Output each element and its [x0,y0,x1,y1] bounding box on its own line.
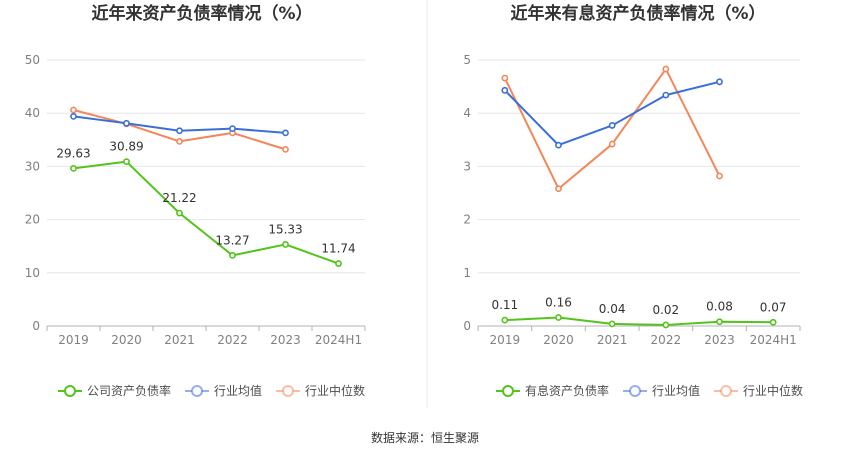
legend: 有息资产负债率 行业均值 行业中位数 [496,383,803,398]
y-tick-label: 30 [25,159,40,173]
y-tick-label: 10 [25,266,40,280]
legend-item-label: 行业中位数 [743,383,803,398]
chart-right: 近年来有息资产负债率情况（%） 0 1 2 3 4 5 2019 2020 2021 2022 202… [463,3,803,398]
x-tick-label: 2020 [543,333,574,347]
legend-item-label: 行业均值 [652,383,700,398]
data-label: 21.22 [162,191,196,205]
y-tick-label: 2 [463,213,471,227]
data-point [282,145,289,153]
chart-title: 近年来有息资产负债率情况（%） [510,3,765,24]
y-tick-label: 20 [25,213,40,227]
legend-swatch-marker [629,385,642,397]
data-point [70,112,77,120]
data-point [501,74,509,82]
legend-item-label: 行业中位数 [305,383,365,398]
legend-swatch-marker [502,385,514,397]
x-tick-label: 2024H1 [315,333,362,347]
data-point [501,316,509,324]
legend-item-label: 有息资产负债率 [525,383,609,398]
y-tick-label: 40 [25,106,40,120]
legend-swatch-marker [64,385,76,397]
legend-swatch-marker [282,385,295,397]
data-point [335,260,342,267]
data-label: 0.04 [599,302,626,316]
data-point [282,241,289,248]
chart-title: 近年来资产负债率情况（%） [91,3,312,24]
data-point [176,127,183,135]
y-tick-label: 0 [463,319,471,333]
data-point [282,129,289,137]
data-point [176,209,183,217]
data-point [716,78,723,86]
series-line-0 [73,160,339,265]
data-point [555,185,562,193]
data-point [176,137,183,145]
legend-swatch-marker [191,385,204,397]
data-point [229,125,236,133]
data-point [662,65,670,73]
y-tick-label: 4 [463,106,471,120]
data-point [608,140,616,148]
data-label: 0.16 [545,295,572,309]
x-tick-label: 2020 [111,333,142,347]
chart-left: 近年来资产负债率情况（%） 0 10 20 30 40 50 2019 2020 2021 2022… [25,3,366,398]
data-point [608,320,616,328]
data-label: 0.07 [760,300,787,314]
data-label: 30.89 [109,140,143,154]
data-point [662,321,670,329]
data-point [229,252,236,259]
data-point [716,172,723,180]
x-tick-label: 2024H1 [750,333,797,347]
data-point [716,318,723,326]
x-tick-label: 2021 [164,333,195,347]
data-label: 0.02 [652,303,679,317]
y-tick-label: 0 [32,319,40,333]
y-tick-label: 1 [463,266,471,280]
y-tick-label: 5 [463,53,471,67]
legend: 公司资产负债率 行业均值 行业中位数 [58,383,365,398]
y-tick-label: 3 [463,159,471,173]
data-label: 29.63 [56,146,90,160]
data-label: 15.33 [268,222,302,236]
x-tick-label: 2023 [704,333,735,347]
x-tick-label: 2019 [58,333,89,347]
data-label: 11.74 [321,242,355,256]
x-tick-label: 2021 [597,333,628,347]
data-point [608,122,616,129]
data-point [555,314,562,321]
data-point [70,164,77,172]
data-point [769,318,777,326]
data-point [501,86,509,94]
data-label: 0.11 [491,298,518,312]
data-point [123,158,130,166]
data-point [555,141,562,149]
data-point [70,106,77,114]
y-tick-label: 50 [25,53,40,67]
data-source-note: 数据来源：恒生聚源 [370,431,479,445]
legend-swatch-marker [720,385,733,397]
x-tick-label: 2022 [217,333,248,347]
series-line-0 [504,316,774,326]
data-label: 0.08 [706,300,733,314]
data-point [662,91,670,99]
x-tick-label: 2019 [490,333,521,347]
data-point [123,119,130,127]
series-line-2 [503,68,721,190]
legend-item-label: 公司资产负债率 [87,383,171,398]
x-tick-label: 2022 [651,333,682,347]
x-tick-label: 2023 [270,333,301,347]
data-label: 13.27 [215,233,249,247]
legend-item-label: 行业均值 [214,383,262,398]
